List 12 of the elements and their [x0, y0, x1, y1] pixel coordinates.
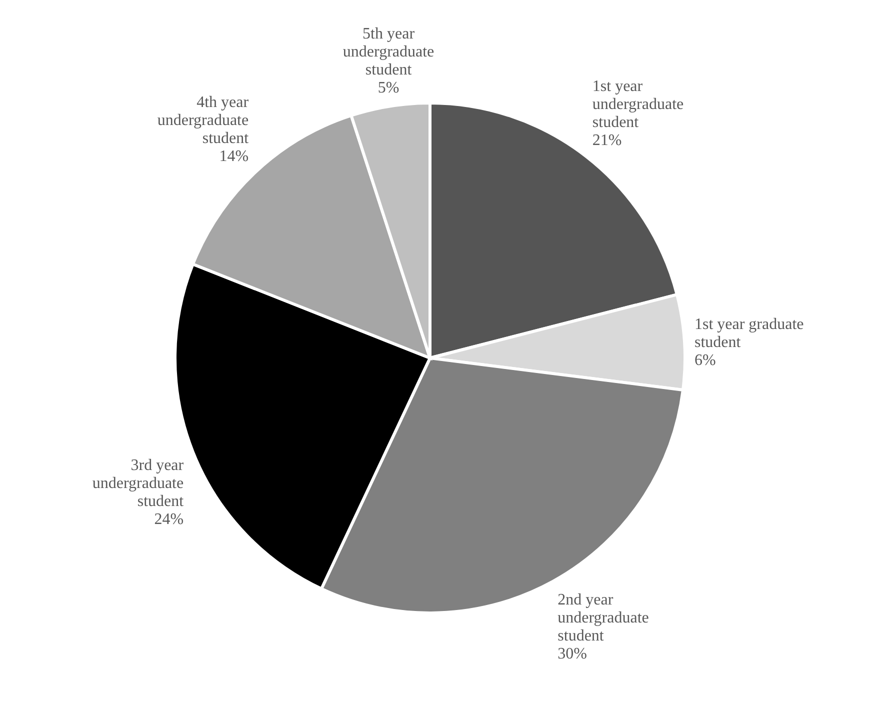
slice-label: 2nd year undergraduate student — [558, 592, 649, 645]
data-label: 5% — [378, 80, 400, 97]
data-label: 21% — [592, 132, 622, 150]
slice-label: 3rd year undergraduate student — [92, 456, 184, 510]
data-label: 30% — [558, 646, 587, 663]
slice-label: 1st year graduate student — [694, 316, 804, 351]
slice-label: 5th year undergraduate student — [342, 26, 434, 79]
slice-label: 1st year undergraduate student — [592, 78, 684, 132]
data-label: 24% — [154, 510, 184, 528]
data-label: 14% — [219, 148, 249, 166]
slice-label: 4th year undergraduate student — [157, 94, 250, 148]
data-label: 6% — [694, 352, 716, 369]
